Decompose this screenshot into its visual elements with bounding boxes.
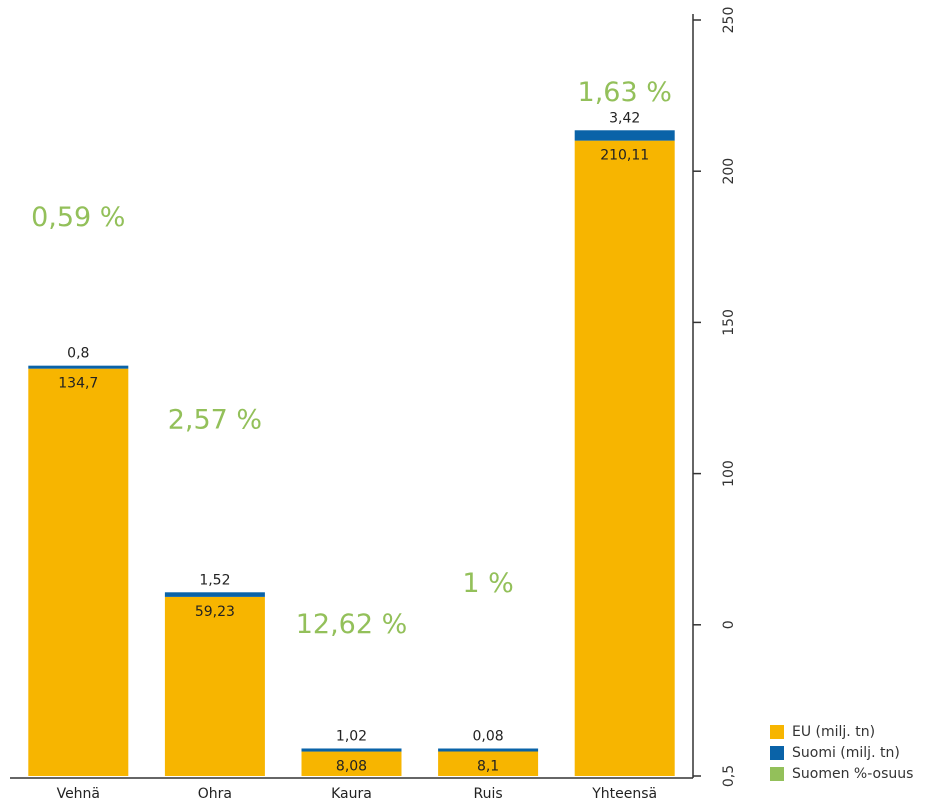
bar-suomi [301, 748, 402, 752]
share-label: 12,62 % [296, 609, 408, 640]
x-tick-label: Vehnä [57, 786, 100, 801]
suomi-label: 1,02 [336, 728, 367, 744]
suomi-label: 3,42 [609, 110, 640, 126]
eu-label: 210,11 [600, 148, 649, 164]
share-label: 1,63 % [578, 77, 672, 108]
eu-label: 8,1 [477, 759, 499, 775]
legend-swatch [770, 746, 784, 760]
x-tick-label: Kaura [331, 786, 372, 801]
y-tick-label: 0,5 [721, 765, 737, 787]
y-tick-label: 150 [721, 309, 737, 336]
share-label: 2,57 % [168, 404, 262, 435]
x-tick-label: Yhteensä [591, 786, 657, 801]
suomi-label: 0,8 [67, 346, 89, 362]
bar-suomi [164, 592, 265, 597]
eu-label: 134,7 [58, 376, 98, 392]
share-label: 1 % [462, 568, 513, 599]
bar-eu [574, 140, 675, 776]
bar-suomi [438, 748, 539, 752]
share-label: 0,59 % [31, 202, 125, 233]
eu-label: 8,08 [336, 759, 367, 775]
y-tick-label: 250 [721, 7, 737, 34]
suomi-label: 1,52 [199, 572, 230, 588]
legend-label: Suomi (milj. tn) [792, 745, 900, 761]
bar-eu [164, 596, 265, 776]
legend-swatch [770, 725, 784, 739]
x-tick-label: Ruis [474, 786, 503, 801]
bar-eu [28, 368, 129, 776]
y-tick-label: 100 [721, 460, 737, 487]
suomi-label: 0,08 [473, 729, 504, 745]
legend-label: EU (milj. tn) [792, 724, 875, 740]
bar-suomi [28, 365, 129, 369]
y-tick-label: 0 [721, 620, 737, 629]
y-tick-label: 200 [721, 158, 737, 185]
bar-eu [438, 751, 539, 776]
eu-label: 59,23 [195, 604, 235, 620]
bar-suomi [574, 130, 675, 141]
legend-label: Suomen %-osuus [792, 766, 913, 782]
x-tick-label: Ohra [198, 786, 232, 801]
bar-eu [301, 751, 402, 776]
legend-swatch [770, 767, 784, 781]
